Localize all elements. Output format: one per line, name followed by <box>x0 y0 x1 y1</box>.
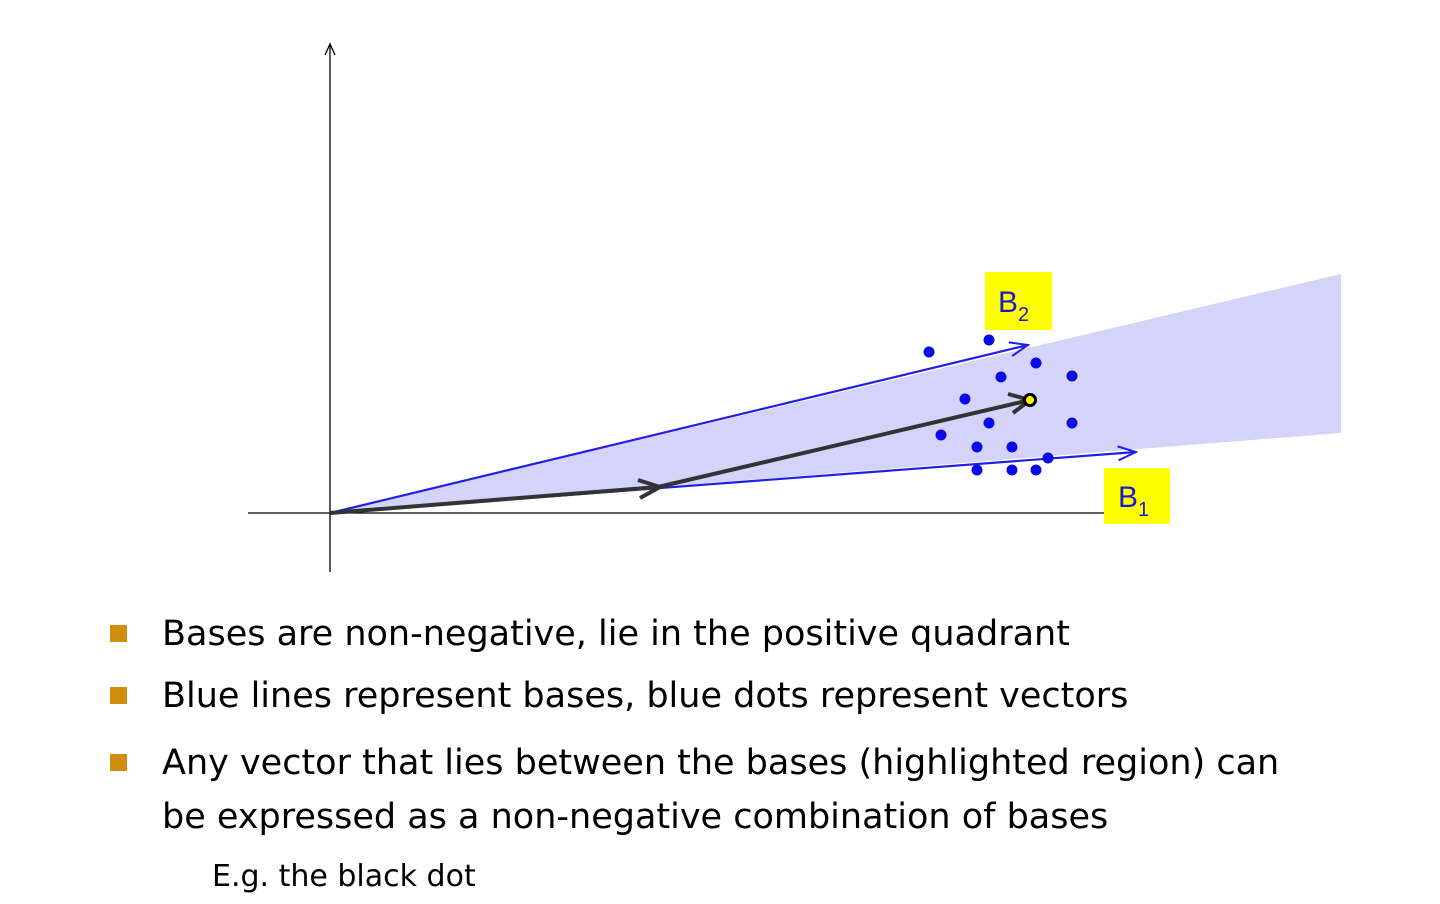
vector-dot <box>1030 357 1042 369</box>
vector-dot <box>1066 370 1078 382</box>
bullet-text: Bases are non-negative, lie in the posit… <box>162 614 1070 654</box>
vector-dot <box>971 464 983 476</box>
basis-diagram: B2 B1 <box>248 42 1341 572</box>
bullet-text-continuation: be expressed as a non-negative combinati… <box>162 797 1109 837</box>
vector-dot <box>1066 417 1078 429</box>
bullet-marker <box>110 754 127 771</box>
b2-component-arrow <box>657 398 1031 489</box>
vector-dot <box>1030 464 1042 476</box>
sub-note: E.g. the black dot <box>212 859 476 894</box>
vector-dot <box>971 441 983 453</box>
b1-component-arrow <box>329 485 659 515</box>
bullet-marker <box>110 625 127 642</box>
bullet-text: Any vector that lies between the bases (… <box>162 743 1280 783</box>
vector-dots <box>923 334 1078 476</box>
vector-dot <box>923 346 935 358</box>
vector-dot <box>983 417 995 429</box>
bullet-marker <box>110 687 127 704</box>
vector-dot <box>1042 452 1054 464</box>
vector-dot <box>983 334 995 346</box>
basis-b2-line <box>329 345 1028 515</box>
vector-dot <box>995 371 1007 383</box>
vector-dot <box>959 393 971 405</box>
b2-label: B2 <box>998 286 1029 326</box>
b1-label-background <box>1104 468 1170 524</box>
b2-label-background <box>985 272 1052 330</box>
vector-dot <box>1006 441 1018 453</box>
vector-dot <box>935 429 947 441</box>
black-dot <box>1023 393 1037 407</box>
vector-dot <box>1006 464 1018 476</box>
b1-label: B1 <box>1118 481 1149 521</box>
bullet-text: Blue lines represent bases, blue dots re… <box>162 676 1129 716</box>
